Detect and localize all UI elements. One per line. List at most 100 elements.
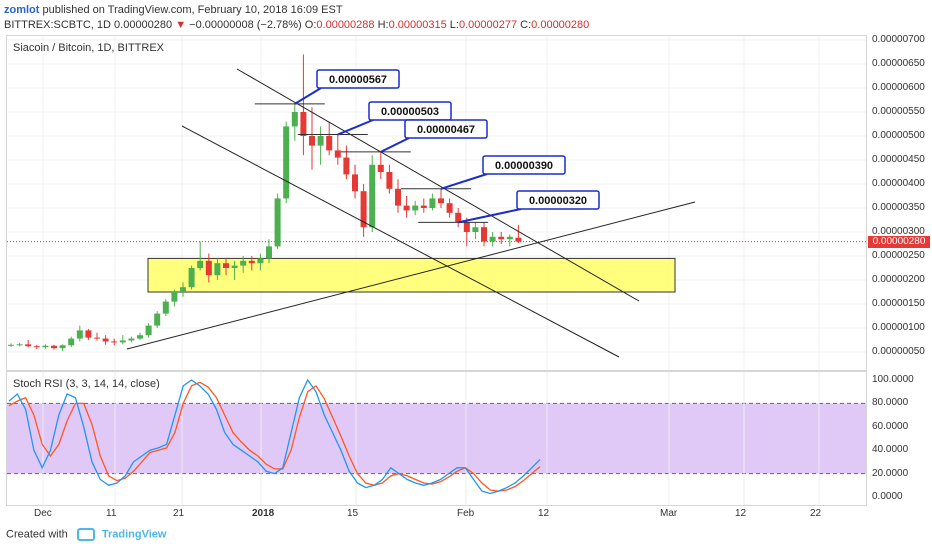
close-label: C: <box>520 19 532 31</box>
candle-body <box>352 174 358 192</box>
candle-body <box>102 338 109 342</box>
candle-body <box>403 205 410 211</box>
candle-body <box>197 260 204 268</box>
rsi-tick-label: 80.0000 <box>872 397 909 409</box>
candle-body <box>334 150 341 158</box>
change-value: −0.00000008 (−2.78%) <box>189 19 302 31</box>
callout-box <box>316 69 400 89</box>
rsi-tick-label: 40.0000 <box>872 444 909 456</box>
time-tick-label: 11 <box>106 508 117 519</box>
candle-body <box>420 205 427 208</box>
ohlc-line: BITTREX:SCBTC, 1D 0.00000280 ▼ −0.000000… <box>4 19 589 31</box>
candle-body <box>412 205 419 211</box>
callout-pointer <box>294 87 322 105</box>
rsi-tick-label: 60.0000 <box>872 420 909 432</box>
close-value: 0.00000280 <box>531 19 590 31</box>
candle-body <box>59 345 66 349</box>
candle-body <box>214 263 221 276</box>
open-label: O: <box>304 19 317 31</box>
candle-body <box>498 236 505 240</box>
high-value: 0.00000315 <box>388 19 447 31</box>
candle-body <box>223 263 229 268</box>
candle-body <box>111 341 118 343</box>
candle-body <box>51 345 57 349</box>
candle-body <box>145 325 152 336</box>
price-tick-label: 0.00000050 <box>872 346 925 357</box>
time-tick-label: 12 <box>735 508 747 519</box>
candle-body <box>42 345 49 348</box>
candle-body <box>291 112 298 127</box>
candle-body <box>137 335 143 339</box>
created-with-label: Created with <box>6 528 68 541</box>
candle-body <box>283 126 290 199</box>
candle-body <box>489 236 496 242</box>
time-tick-label: 2018 <box>252 508 275 519</box>
callout-box <box>482 155 566 175</box>
candle-body <box>33 346 40 348</box>
publish-line: zomlot published on TradingView.com, Feb… <box>4 4 343 16</box>
price-tick-label: 0.00000250 <box>872 250 925 261</box>
candle-body <box>162 301 169 314</box>
main-pane-title: Siacoin / Bitcoin, 1D, BITTREX <box>13 42 164 54</box>
trend-line <box>181 125 620 358</box>
price-tick-label: 0.00000200 <box>872 274 925 285</box>
callout-label: 0.00000503 <box>381 106 439 118</box>
rsi-tick-label: 20.0000 <box>872 467 909 479</box>
callout-box <box>404 119 488 139</box>
candle-body <box>446 203 453 213</box>
candle-body <box>300 112 307 136</box>
price-chart-svg[interactable]: 0.00000567 0.00000503 0.00000467 0.00000390… <box>7 36 866 370</box>
candle-body <box>326 136 333 151</box>
callout-pointer <box>380 137 410 153</box>
candle-body <box>386 172 393 189</box>
footer: Created with TradingView <box>6 528 166 541</box>
candle-body <box>515 237 522 242</box>
candle-body <box>85 330 92 338</box>
callout-label: 0.00000567 <box>329 74 387 86</box>
candle-body <box>188 268 195 288</box>
trend-line <box>236 68 640 302</box>
candle-body <box>266 246 272 259</box>
candle-body <box>438 198 444 204</box>
candle-body <box>317 136 324 146</box>
callout-pointer <box>440 173 488 190</box>
candle-body <box>369 164 376 228</box>
candle-body <box>257 258 264 264</box>
callout-pointer <box>457 208 522 224</box>
price-tick-label: 0.00000600 <box>872 82 925 93</box>
current-price-tag: 0.00000280 <box>868 235 930 248</box>
price-pane[interactable]: 0.00000567 0.00000503 0.00000467 0.00000390… <box>6 35 867 371</box>
candle-body <box>154 313 161 326</box>
callout-box <box>516 190 600 210</box>
price-tick-label: 0.00000100 <box>872 322 925 333</box>
author-link[interactable]: zomlot <box>4 4 40 16</box>
rsi-axis[interactable]: 100.0000 80.0000 60.0000 40.0000 20.0000 0.00… <box>866 371 932 506</box>
price-tick-label: 0.00000300 <box>872 226 925 237</box>
candle-body <box>94 337 100 339</box>
candle-body <box>395 188 401 206</box>
candle-body <box>171 292 178 302</box>
low-value: 0.00000277 <box>458 19 518 31</box>
stoch-rsi-svg[interactable] <box>7 372 866 505</box>
candle-body <box>343 157 350 175</box>
tradingview-logo-icon <box>76 528 95 541</box>
candle-body <box>274 198 281 247</box>
candle-body <box>472 227 479 232</box>
time-tick-label: 12 <box>538 508 550 519</box>
price-tick-label: 0.00000500 <box>872 130 925 141</box>
stoch-rsi-pane[interactable]: Stoch RSI (3, 3, 14, 14, close) <box>6 371 867 506</box>
price-tick-label: 0.00000650 <box>872 58 925 69</box>
trend-line <box>126 201 696 350</box>
candle-body <box>68 338 75 346</box>
tradingview-brand[interactable]: TradingView <box>101 528 167 541</box>
rsi-tick-label: 0.0000 <box>872 491 903 502</box>
time-tick-label: Mar <box>660 508 678 519</box>
candle-body <box>128 338 135 341</box>
rsi-tick-label: 100.0000 <box>872 374 914 385</box>
time-axis[interactable]: Dec 11 21 2018 15 Feb 12 Mar 12 22 <box>6 505 865 523</box>
callout-label: 0.00000320 <box>529 195 587 207</box>
price-axis[interactable]: 0.00000700 0.00000650 0.00000600 0.00000550… <box>866 34 932 371</box>
candle-body <box>16 344 23 346</box>
low-label: L: <box>449 19 459 31</box>
time-tick-label: 15 <box>347 508 359 519</box>
